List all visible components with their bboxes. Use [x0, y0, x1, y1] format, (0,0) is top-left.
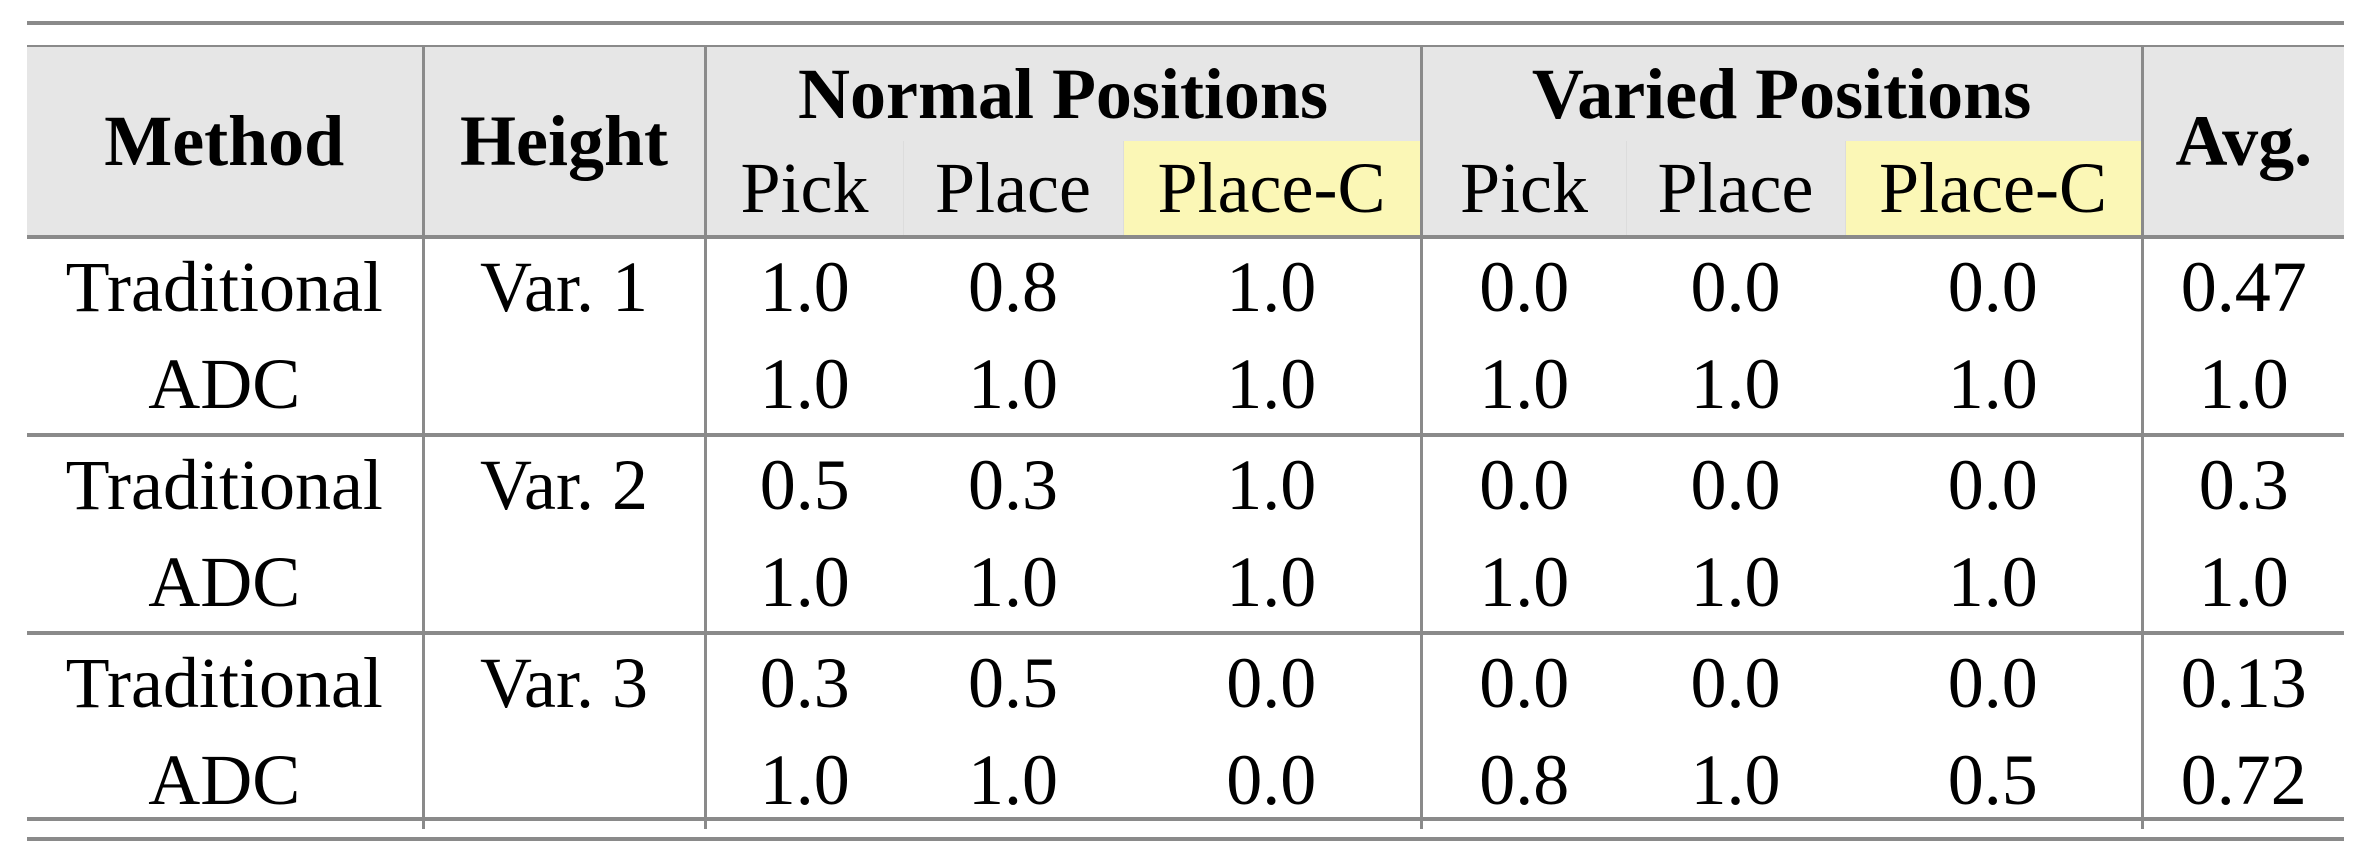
cell-value: 0.5: [703, 433, 903, 534]
results-table: Method Height Normal Positions Varied Po…: [27, 47, 2345, 829]
bottom-rule-2: [27, 837, 2344, 841]
header-normal-positions: Normal Positions: [703, 47, 1422, 141]
subheader-varied-pick: Pick: [1419, 141, 1627, 237]
top-rule: [27, 21, 2344, 25]
cell-value: 0.3: [903, 433, 1123, 534]
cell-value: 0.0: [1226, 740, 1317, 820]
cell-method: ADC: [148, 542, 301, 622]
cell-value: 1.0: [1690, 542, 1781, 622]
table-row: Traditional Var. 2 0.5 0.3 1.0 0.0 0.0 0.0 0.3: [27, 433, 2345, 534]
cell-value: 0.0: [1845, 235, 2143, 336]
cell-method: Traditional: [27, 235, 423, 336]
cell-value: 0.8: [1419, 732, 1627, 829]
cell-value: 1.0: [968, 740, 1058, 820]
cell-value: 1.0: [1690, 344, 1781, 424]
cell-value: 1.0: [1123, 433, 1422, 534]
subheader-normal-place-c: Place-C: [1122, 141, 1422, 237]
subheader-varied-place-c: Place-C: [1844, 141, 2143, 237]
cell-value: 0.5: [1947, 740, 2038, 820]
cell-avg: 1.0: [2140, 336, 2345, 435]
cell-value: 0.0: [1123, 631, 1422, 732]
cell-value: 1.0: [1947, 344, 2038, 424]
cell-avg: 0.13: [2140, 631, 2345, 732]
cell-method: Traditional: [27, 631, 423, 732]
cell-value: 0.0: [1419, 235, 1627, 336]
cell-value: 1.0: [1419, 534, 1627, 633]
cell-value: 1.0: [1947, 542, 2038, 622]
cell-value: 0.0: [1626, 631, 1846, 732]
cell-value: 0.8: [903, 235, 1123, 336]
header-avg: Avg.: [2140, 47, 2345, 237]
cell-height: Var. 1: [421, 235, 705, 336]
table-row: ADC 1.0 1.0 0.0 0.8 1.0 0.5 0.72: [27, 732, 2345, 829]
cell-value: 0.0: [1845, 433, 2143, 534]
cell-method: ADC: [148, 740, 301, 820]
cell-height: Var. 2: [421, 433, 705, 534]
subheader-normal-pick: Pick: [703, 141, 903, 237]
cell-value: 1.0: [703, 534, 903, 633]
cell-value: 1.0: [703, 336, 903, 435]
table-row: Traditional Var. 3 0.3 0.5 0.0 0.0 0.0 0.0 0.13: [27, 631, 2345, 732]
cell-method: ADC: [148, 344, 301, 424]
cell-avg: 0.3: [2140, 433, 2345, 534]
cell-value: 1.0: [703, 235, 903, 336]
cell-value: 0.0: [1419, 433, 1627, 534]
cell-value: 0.0: [1845, 631, 2143, 732]
cell-height: [421, 732, 705, 829]
table-row: ADC 1.0 1.0 1.0 1.0 1.0 1.0 1.0: [27, 534, 2345, 633]
cell-value: 1.0: [1123, 235, 1422, 336]
cell-avg: 0.72: [2140, 732, 2345, 829]
cell-value: 1.0: [703, 732, 903, 829]
table-row: Traditional Var. 1 1.0 0.8 1.0 0.0 0.0 0.0 0.47: [27, 235, 2345, 336]
cell-value: 0.3: [703, 631, 903, 732]
cell-value: 0.0: [1626, 433, 1846, 534]
subheader-varied-place: Place: [1625, 141, 1846, 237]
subheader-normal-place: Place: [902, 141, 1123, 237]
cell-value: 1.0: [968, 542, 1058, 622]
cell-value: 1.0: [1226, 344, 1317, 424]
cell-height: [421, 534, 705, 633]
cell-avg: 1.0: [2140, 534, 2345, 633]
cell-method: Traditional: [27, 433, 423, 534]
cell-avg: 0.47: [2140, 235, 2345, 336]
header-method: Method: [27, 47, 423, 237]
header-varied-positions: Varied Positions: [1419, 47, 2143, 141]
cell-value: 1.0: [1690, 740, 1781, 820]
cell-value: 0.0: [1626, 235, 1846, 336]
cell-value: 0.0: [1419, 631, 1627, 732]
table-row: ADC 1.0 1.0 1.0 1.0 1.0 1.0 1.0: [27, 336, 2345, 435]
cell-height: [421, 336, 705, 435]
cell-value: 1.0: [968, 344, 1058, 424]
header-height: Height: [421, 47, 705, 237]
cell-value: 1.0: [1419, 336, 1627, 435]
cell-value: 0.5: [903, 631, 1123, 732]
cell-value: 1.0: [1226, 542, 1317, 622]
cell-height: Var. 3: [421, 631, 705, 732]
bottom-rule-1: [27, 817, 2344, 821]
